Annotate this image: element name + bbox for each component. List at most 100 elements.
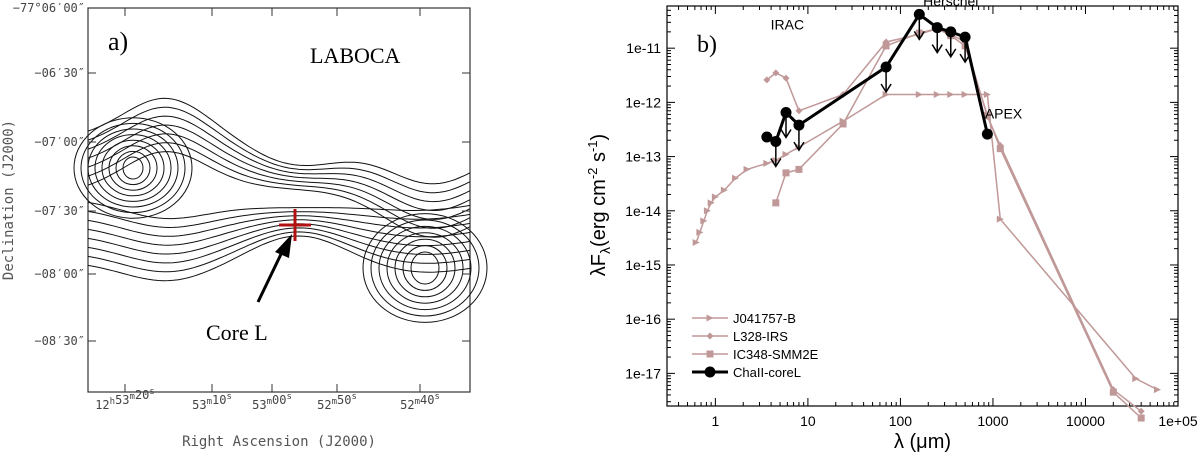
upper-limit-head bbox=[931, 44, 943, 54]
ra-tick-unit: s bbox=[286, 392, 291, 402]
upper-limit-head bbox=[913, 30, 925, 41]
upper-limit-head bbox=[770, 158, 782, 168]
ra-tick-value: 12 bbox=[95, 398, 109, 412]
data-point bbox=[711, 193, 719, 201]
ra-axis-title: Right Ascension (J2000) bbox=[182, 434, 376, 450]
legend-label: L328-IRS bbox=[733, 329, 788, 344]
data-point bbox=[947, 90, 955, 98]
ra-tick-value: 53 bbox=[252, 398, 266, 412]
ra-tick-value: 50 bbox=[337, 393, 351, 407]
ra-tick-value: 53 bbox=[192, 398, 206, 412]
contour-peak-east bbox=[410, 251, 440, 285]
contour-line bbox=[87, 227, 471, 264]
ra-tick-unit: s bbox=[434, 392, 439, 402]
contour-peak-east bbox=[386, 232, 464, 304]
dec-tick-label: −07′00″ bbox=[34, 135, 85, 149]
contour-line bbox=[87, 201, 471, 220]
y-tick-label: 1e-14 bbox=[625, 203, 661, 219]
contour-line bbox=[87, 210, 471, 229]
contour-line bbox=[87, 235, 471, 282]
ra-tick-value: 53 bbox=[115, 393, 129, 407]
data-point bbox=[720, 186, 728, 194]
data-point bbox=[882, 42, 890, 50]
data-point bbox=[772, 69, 780, 77]
annotation-apex: APEX bbox=[985, 106, 1023, 122]
core-cross-marker bbox=[279, 209, 311, 241]
y-axis-units: (erg cm bbox=[588, 179, 610, 247]
ra-tick-unit: h bbox=[110, 397, 115, 407]
data-point bbox=[763, 159, 771, 167]
laboca-contour-map: −77°06′00″ −06′30″ −07′00″ −07′30″ −08′00″ −0… bbox=[1, 1, 488, 450]
panel-label-a: a) bbox=[108, 27, 128, 56]
data-point bbox=[782, 169, 790, 177]
upper-limit-head bbox=[780, 129, 792, 139]
data-point bbox=[743, 165, 751, 173]
y-tick-label: 1e-13 bbox=[625, 149, 661, 165]
data-point bbox=[933, 90, 941, 98]
series-J041757-B bbox=[692, 90, 1161, 394]
contour-line bbox=[87, 97, 471, 185]
map-frame bbox=[87, 7, 471, 393]
map-ticks bbox=[88, 7, 470, 392]
dec-axis-title: Declination (J2000) bbox=[1, 120, 17, 280]
data-point bbox=[915, 90, 923, 98]
legend-marker bbox=[704, 366, 716, 378]
x-tick-label: 1e+05 bbox=[1158, 413, 1198, 429]
data-point bbox=[882, 90, 890, 98]
series-line bbox=[766, 27, 1142, 412]
upper-limit-head bbox=[945, 48, 957, 59]
data-point bbox=[700, 217, 708, 225]
data-point bbox=[1137, 414, 1145, 422]
contour-peak-east bbox=[378, 225, 472, 311]
data-point bbox=[772, 199, 780, 207]
ra-tick-unit: s bbox=[149, 387, 154, 397]
contour-line bbox=[87, 231, 471, 273]
legend-marker bbox=[706, 332, 714, 340]
legend-marker bbox=[706, 314, 714, 322]
data-point bbox=[981, 128, 993, 140]
x-tick-label: 10 bbox=[800, 413, 816, 429]
core-l-label: Core L bbox=[206, 320, 268, 345]
y-axis-end: ) bbox=[588, 134, 610, 141]
y-tick-label: 1e-12 bbox=[625, 94, 661, 110]
contour-line bbox=[87, 124, 471, 212]
series-line bbox=[775, 27, 1142, 419]
series-ChaII-coreL bbox=[761, 8, 993, 168]
ra-tick-unit: m bbox=[207, 397, 212, 407]
ra-tick-label: 53m10s bbox=[192, 392, 232, 412]
contour-line bbox=[87, 142, 471, 229]
contour-line bbox=[87, 133, 471, 220]
contour-line bbox=[87, 219, 471, 246]
legend-label: ChaII-coreL bbox=[733, 365, 801, 380]
ra-tick-value: 52 bbox=[400, 398, 414, 412]
y-axis-title: λFλ(erg cm-2 s-1) bbox=[585, 134, 613, 276]
x-tick-label: 10000 bbox=[1066, 413, 1105, 429]
data-point bbox=[945, 26, 957, 38]
y-axis-exp1: -2 bbox=[585, 168, 600, 180]
data-point bbox=[1153, 386, 1161, 394]
ra-tick-unit: m bbox=[267, 397, 272, 407]
data-point bbox=[795, 107, 803, 115]
dec-tick-label: −06′30″ bbox=[34, 66, 85, 80]
data-point bbox=[703, 207, 711, 215]
ra-tick-value: 10 bbox=[212, 393, 226, 407]
upper-limit-head bbox=[793, 141, 805, 152]
y-tick-label: 1e-11 bbox=[626, 40, 661, 56]
core-arrow-head bbox=[275, 234, 292, 258]
contour-peak-east bbox=[394, 238, 456, 298]
annotation-herschel: Herschel bbox=[923, 0, 978, 9]
contour-peak-east bbox=[362, 213, 488, 323]
contour-peak-west bbox=[73, 117, 193, 219]
data-point bbox=[839, 120, 847, 128]
contour-peak-west bbox=[94, 134, 172, 202]
y-tick-label: 1e-15 bbox=[625, 257, 661, 273]
ra-tick-unit: s bbox=[226, 392, 231, 402]
dec-tick-label: −08′00″ bbox=[34, 267, 85, 281]
y-ticks bbox=[667, 5, 1178, 403]
ra-tick-label: 52m40s bbox=[400, 392, 440, 412]
ra-tick-value: 20 bbox=[135, 388, 149, 402]
ra-tick-value: 52 bbox=[317, 398, 331, 412]
x-ticks bbox=[666, 6, 1179, 406]
legend-label: IC348-SMM2E bbox=[733, 347, 819, 362]
ra-tick-unit: s bbox=[351, 392, 356, 402]
